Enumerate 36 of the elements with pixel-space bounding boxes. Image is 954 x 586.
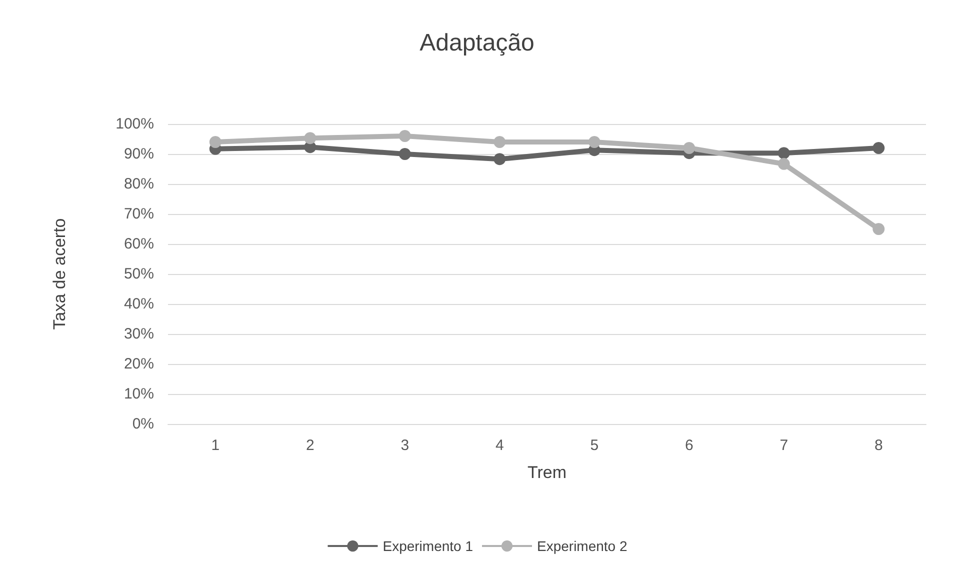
y-tick-label: 10% (124, 386, 154, 402)
point (778, 147, 790, 160)
y-tick-label: 70% (124, 206, 154, 222)
point (872, 142, 885, 154)
y-tick-label: 40% (124, 296, 154, 312)
point (398, 148, 411, 160)
y-tick-label: 80% (124, 176, 154, 192)
x-tick-label: 2 (306, 437, 314, 454)
legend-label: Experimento 2 (537, 538, 628, 554)
point (683, 142, 696, 154)
y-tick-label: 30% (124, 326, 154, 342)
point (494, 136, 506, 148)
y-tick-label: 0% (132, 416, 154, 432)
chart-title: Adaptação (420, 30, 534, 56)
point (398, 130, 411, 142)
point (209, 136, 222, 148)
legend-label: Experimento 1 (382, 538, 474, 554)
point (588, 136, 600, 148)
point (304, 132, 316, 144)
y-tick-label: 50% (124, 266, 154, 282)
y-tick-label: 90% (124, 146, 154, 162)
point (494, 153, 506, 166)
x-tick-label: 1 (211, 437, 220, 454)
x-tick-label: 3 (400, 437, 410, 454)
y-tick-label: 60% (124, 236, 154, 252)
point (872, 223, 885, 235)
x-tick-label: 6 (684, 437, 694, 454)
y-tick-label: 100% (116, 116, 154, 132)
point (778, 158, 790, 170)
x-tick-label: 7 (780, 437, 788, 454)
x-tick-label: 8 (874, 437, 883, 454)
y-tick-label: 20% (124, 356, 154, 372)
x-tick-label: 4 (495, 437, 504, 454)
x-tick-label: 5 (590, 437, 599, 454)
x-axis-title: Trem (527, 463, 567, 482)
y-axis-title: Taxa de acerto (50, 218, 69, 330)
